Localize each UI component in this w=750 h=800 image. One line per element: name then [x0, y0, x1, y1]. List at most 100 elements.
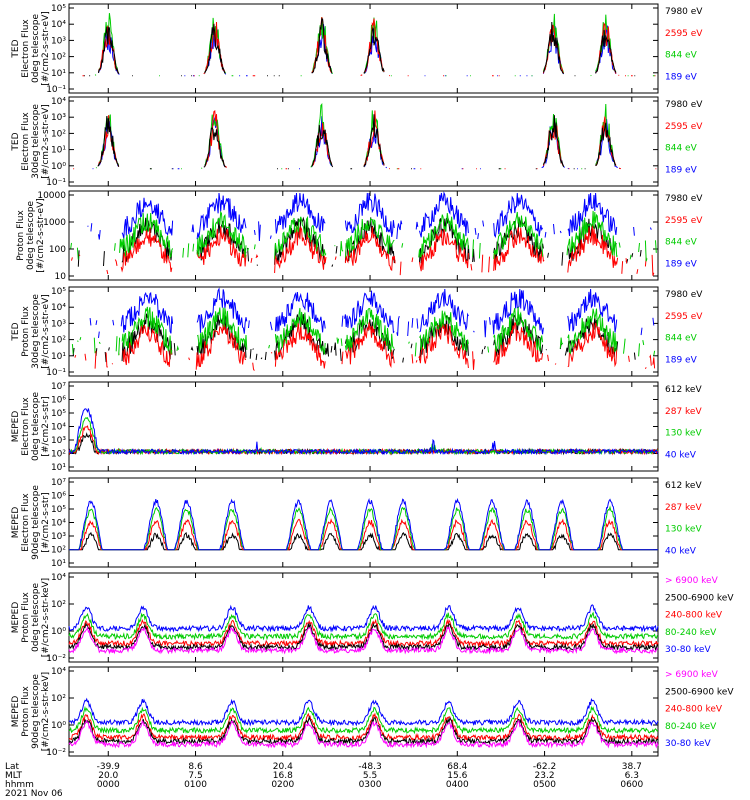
y-axis-label-line: [#/cm2-s-str-keV] — [41, 672, 51, 751]
x-tick-label: 38.7 — [622, 762, 642, 772]
series-1 — [68, 697, 659, 727]
legend-entry: 80-240 keV — [665, 628, 717, 638]
y-axis-label: MEPED Electron Flux 90deg telescope [#/cm2-… — [11, 485, 51, 560]
series-2 — [68, 705, 659, 735]
x-tick-label: 15.6 — [447, 771, 467, 781]
legend-entry: 7980 eV — [665, 290, 703, 300]
series-2 — [94, 13, 655, 77]
x-tick-label: 8.6 — [188, 762, 203, 772]
y-tick-label: 10¹ — [51, 463, 66, 473]
y-axis-label-line: TED — [11, 322, 21, 341]
y-tick-label: 10⁻² — [46, 748, 66, 758]
y-axis-label-line: 0deg telescope — [31, 14, 41, 84]
y-axis-label: TED Proton Flux 30deg telescope [#/cm2-s-st… — [11, 294, 51, 369]
y-tick-label: 10² — [51, 694, 66, 704]
legend-entry: 844 eV — [665, 144, 698, 154]
y-axis-label-line: Electron Flux — [21, 112, 31, 171]
x-tick-label: 0600 — [620, 780, 643, 790]
legend-entry: 2500-6900 keV — [665, 593, 734, 603]
legend-entry: 30-80 keV — [665, 645, 711, 655]
y-tick-label: 10⁴ — [51, 20, 66, 30]
y-tick-label: 10⁰ — [51, 162, 66, 172]
y-axis-label-line: Proton Flux — [21, 306, 31, 357]
legend-entry: 612 keV — [665, 385, 702, 395]
x-tick-label: 0200 — [271, 780, 294, 790]
x-tick-label: 16.8 — [273, 771, 293, 781]
y-axis-label-line: [#/cm2-s-str] — [41, 492, 51, 552]
legend-entry: 287 keV — [665, 407, 702, 417]
x-tick-label: 7.5 — [188, 771, 202, 781]
panel-frame — [68, 190, 659, 281]
legend-entry: 612 keV — [665, 481, 702, 491]
x-tick-label: -39.9 — [97, 762, 121, 772]
legend-entry: 287 keV — [665, 503, 702, 513]
y-tick-label: 10¹ — [51, 146, 66, 156]
x-tick-label: 0000 — [97, 780, 120, 790]
series-4 — [69, 497, 658, 551]
y-tick-label: 10⁵ — [51, 4, 66, 14]
series-4 — [71, 306, 656, 357]
y-axis-label: Proton Flux 0deg telescope [#/cm2-s-str-eV… — [16, 198, 46, 273]
y-tick-label: 10² — [51, 600, 66, 610]
legend-entry: 844 eV — [665, 51, 698, 61]
y-tick-label: 10⁷ — [51, 382, 66, 392]
y-tick-label: 10² — [51, 546, 66, 556]
legend-entry: 189 eV — [665, 356, 698, 366]
y-axis-label-line: Proton Flux — [21, 592, 31, 643]
y-axis-label: TED Electron Flux 30deg telescope [#/cm2-s-… — [11, 104, 51, 179]
legend-entry: 30-80 keV — [665, 739, 711, 749]
legend-entry: 80-240 keV — [665, 722, 717, 732]
legend-entry: > 6900 keV — [665, 576, 719, 586]
series-4 — [68, 715, 659, 746]
y-tick-label: 10⁴ — [51, 423, 66, 433]
legend-entry: 189 eV — [665, 260, 698, 270]
panel-frame — [68, 96, 659, 187]
y-tick-label: 10 — [55, 272, 67, 282]
legend-entry: 844 eV — [665, 334, 698, 344]
legend-entry: 40 keV — [665, 451, 697, 461]
y-axis-label-line: 30deg telescope — [31, 104, 41, 179]
series-2 — [68, 611, 659, 641]
legend-entry: 2595 eV — [665, 122, 703, 132]
x-tick-label: 20.0 — [98, 771, 118, 781]
y-tick-label: 10⁴ — [51, 97, 66, 107]
legend-entry: 7980 eV — [665, 100, 703, 110]
y-tick-label: 10² — [51, 450, 66, 460]
y-axis-label-line: Proton Flux — [21, 686, 31, 737]
x-tick-label: 5.5 — [363, 771, 377, 781]
legend-entry: 2500-6900 keV — [665, 687, 734, 697]
y-tick-label: 10⁻¹ — [46, 178, 66, 188]
legend-entry: 2595 eV — [665, 312, 703, 322]
x-row-label-lat: Lat — [5, 762, 20, 772]
y-axis-label-line: Proton Flux — [16, 210, 26, 261]
series-4 — [70, 210, 657, 262]
legend-entry: 130 keV — [665, 429, 702, 439]
y-tick-label: 10⁴ — [51, 519, 66, 529]
y-axis-label-line: Electron Flux — [21, 397, 31, 456]
y-axis-label-line: [#/cm2-s-str-eV] — [36, 198, 46, 273]
legend-entry: 7980 eV — [665, 194, 703, 204]
x-tick-label: 0100 — [184, 780, 207, 790]
legend-entry: 2595 eV — [665, 29, 703, 39]
panel-frame — [68, 572, 659, 663]
y-axis-label-line: MEPED — [11, 696, 21, 728]
y-axis-label-line: [#/cm2-s-str] — [41, 396, 51, 456]
y-axis-label-line: 30deg telescope — [31, 294, 41, 369]
y-axis-label-line: [#/cm2-s-str-eV] — [41, 294, 51, 369]
y-axis-label-line: [#/cm2-s-str-keV] — [41, 578, 51, 657]
series-4 — [68, 622, 659, 652]
y-axis-label-line: TED — [11, 39, 21, 58]
legend-entry: 844 eV — [665, 238, 698, 248]
y-tick-label: 10⁵ — [51, 505, 66, 515]
y-tick-label: 100 — [49, 245, 66, 255]
legend-entry: 7980 eV — [665, 7, 703, 17]
x-row-label-mlt: MLT — [5, 771, 23, 781]
y-axis-label: MEPED Electron Flux 0deg telescope [#/cm2-s… — [11, 392, 51, 462]
